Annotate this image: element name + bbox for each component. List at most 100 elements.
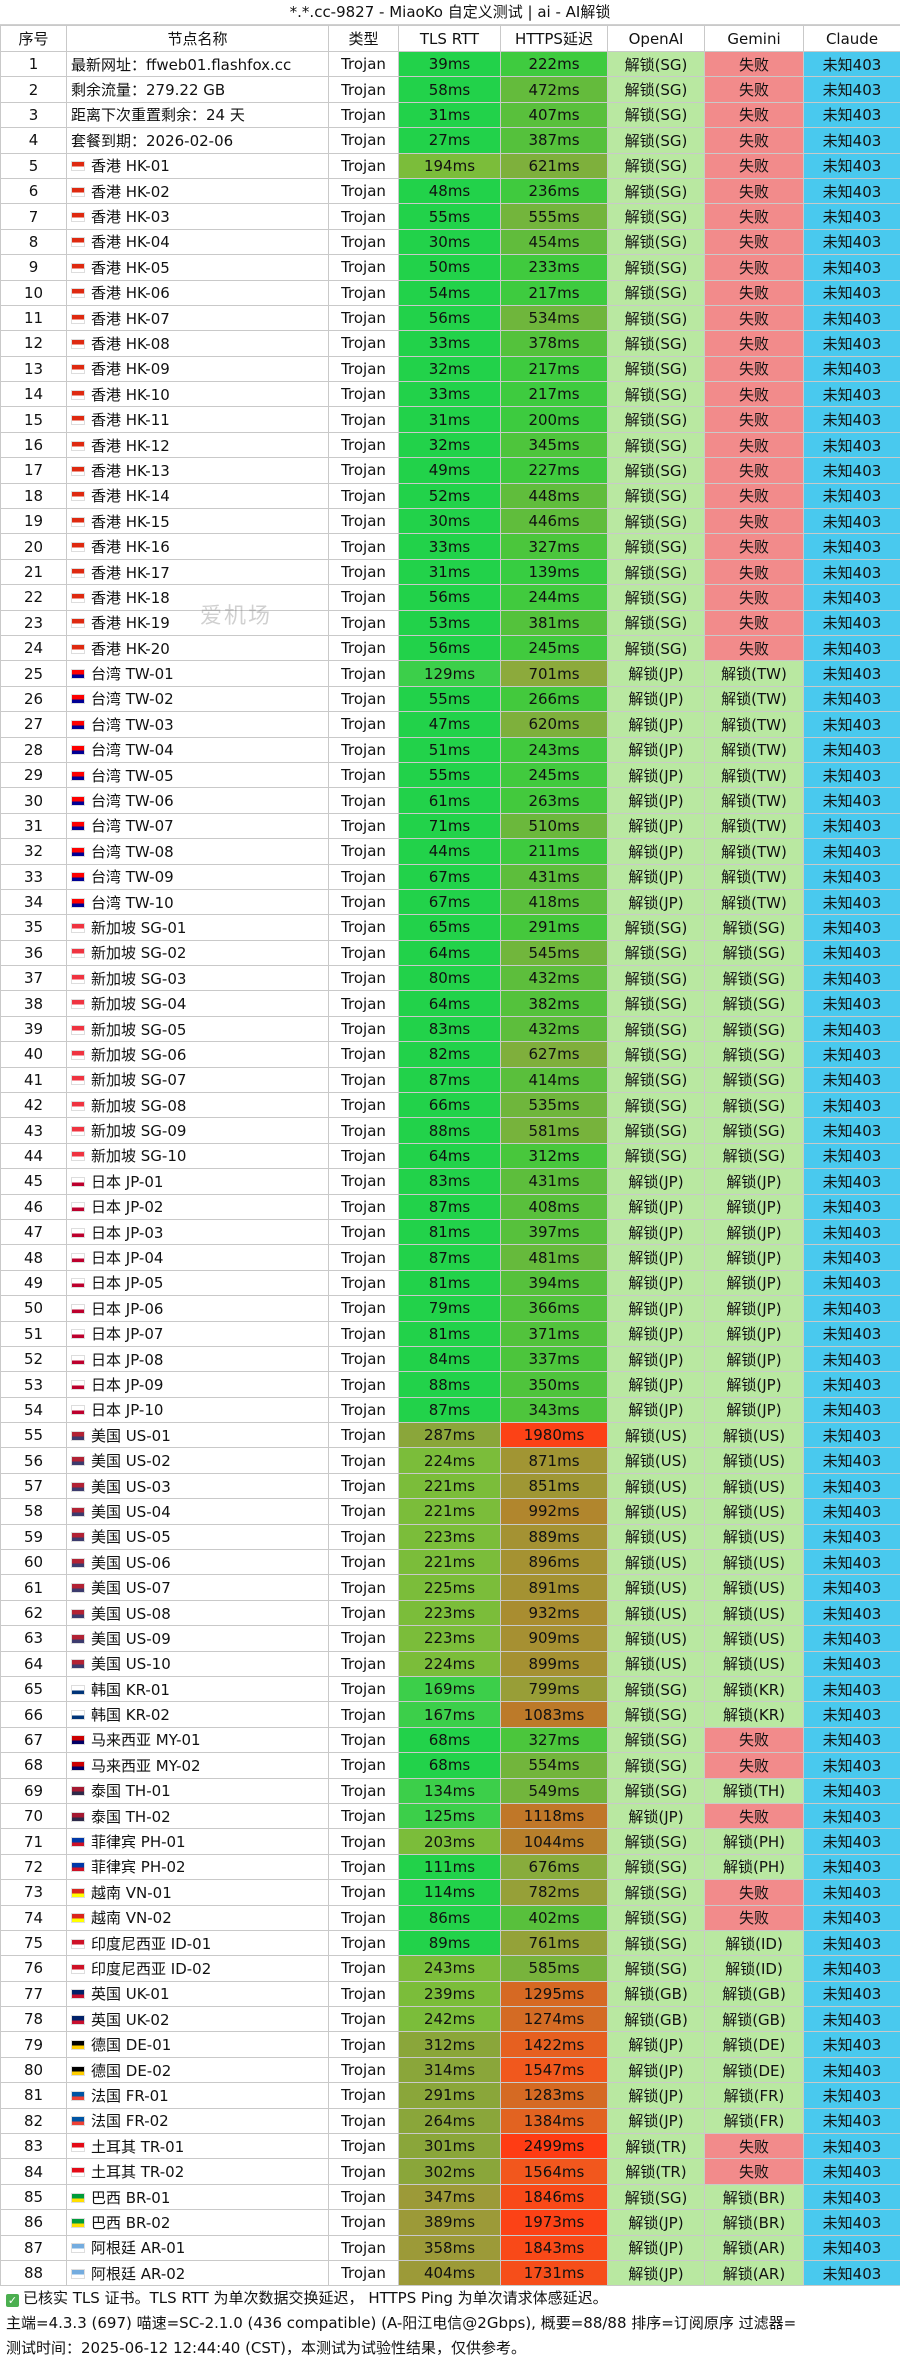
col-header-claude[interactable]: Claude — [803, 25, 900, 52]
table-row[interactable]: 4 套餐到期：2026-02-06 Trojan 27ms 387ms 解锁(SG) 失败未… — [0, 127, 900, 154]
table-row[interactable]: 80 德国 DE-02 Trojan 314ms 1547ms 解锁(JP) 解锁(DE) 未… — [0, 2056, 900, 2084]
table-row[interactable]: 56 美国 US-02 Trojan 224ms 871ms 解锁(US) 解锁(US) 未知… — [0, 1447, 900, 1474]
table-row[interactable]: 23 香港 HK-19 Trojan 53ms 381ms 解锁(SG) 失败 未知403 — [0, 609, 900, 636]
table-row[interactable]: 14 香港 HK-10 Trojan 33ms 217ms 解锁(SG) 失败 未知403 — [0, 381, 900, 408]
table-row[interactable]: 20 香港 HK-16 Trojan 33ms 327ms 解锁(SG) 失败 未知403 — [0, 533, 900, 560]
table-row[interactable]: 30 台湾 TW-06 Trojan 61ms 263ms 解锁(JP) 解锁(TW) 未知4… — [0, 787, 900, 814]
table-row[interactable]: 65 韩国 KR-01 Trojan 169ms 799ms 解锁(SG) 解锁(KR) 未知… — [0, 1675, 900, 1703]
table-row[interactable]: 37 新加坡 SG-03 Trojan 80ms 432ms 解锁(SG) 解锁(SG) 未知… — [0, 965, 900, 992]
table-row[interactable]: 73 越南 VN-01 Trojan 114ms 782ms 解锁(SG) 失败 未知403 — [0, 1879, 900, 1906]
table-row[interactable]: 49 日本 JP-05 Trojan 81ms 394ms 解锁(JP) 解锁(JP) 未知4… — [0, 1269, 900, 1297]
table-row[interactable]: 52 日本 JP-08 Trojan 84ms 337ms 解锁(JP) 解锁(JP) 未知4… — [0, 1345, 900, 1373]
col-header-tls-rtt[interactable]: TLS RTT — [398, 25, 501, 52]
table-row[interactable]: 6 香港 HK-02 Trojan 48ms 236ms 解锁(SG) 失败 未知403 — [0, 177, 900, 205]
table-row[interactable]: 74 越南 VN-02 Trojan 86ms 402ms 解锁(SG) 失败 未知403 — [0, 1904, 900, 1931]
table-row[interactable]: 47 日本 JP-03 Trojan 81ms 397ms 解锁(JP) 解锁(JP) 未知4… — [0, 1218, 900, 1246]
table-row[interactable]: 53 日本 JP-09 Trojan 88ms 350ms 解锁(JP) 解锁(JP) 未知4… — [0, 1371, 900, 1398]
table-row[interactable]: 46 日本 JP-02 Trojan 87ms 408ms 解锁(JP) 解锁(JP) 未知4… — [0, 1193, 900, 1220]
table-row[interactable]: 36 新加坡 SG-02 Trojan 64ms 545ms 解锁(SG) 解锁(SG) 未知… — [0, 939, 900, 967]
table-row[interactable]: 19 香港 HK-15 Trojan 30ms 446ms 解锁(SG) 失败 未知403 — [0, 508, 900, 535]
table-row[interactable]: 32 台湾 TW-08 Trojan 44ms 211ms 解锁(JP) 解锁(TW) 未知4… — [0, 838, 900, 865]
table-row[interactable]: 69 泰国 TH-01 Trojan 134ms 549ms 解锁(SG) 解锁(TH) 未知… — [0, 1777, 900, 1804]
table-row[interactable]: 18 香港 HK-14 Trojan 52ms 448ms 解锁(SG) 失败 未知403 — [0, 482, 900, 510]
cell-openai: 解锁(JP) — [607, 660, 705, 687]
table-row[interactable]: 17 香港 HK-13 Trojan 49ms 227ms 解锁(SG) 失败 未知403 — [0, 457, 900, 484]
table-row[interactable]: 12 香港 HK-08 Trojan 33ms 378ms 解锁(SG) 失败 未知403 — [0, 330, 900, 357]
table-row[interactable]: 55 美国 US-01 Trojan 287ms 1980ms 解锁(US) 解锁(US) 未… — [0, 1422, 900, 1449]
table-row[interactable]: 64 美国 US-10 Trojan 224ms 899ms 解锁(US) 解锁(US) 未知… — [0, 1650, 900, 1678]
table-row[interactable]: 3 距离下次重置剩余：24 天 Trojan 31ms 407ms 解锁(SG) 失败 未知4… — [0, 101, 900, 129]
table-row[interactable]: 35 新加坡 SG-01 Trojan 65ms 291ms 解锁(SG) 解锁(SG) 未知… — [0, 914, 900, 941]
table-row[interactable]: 62 美国 US-08 Trojan 223ms 932ms 解锁(US) 解锁(US) 未知… — [0, 1599, 900, 1627]
table-row[interactable]: 21 香港 HK-17 Trojan 31ms 139ms 解锁(SG) 失败 未知403 — [0, 558, 900, 586]
table-row[interactable]: 67 马来西亚 MY-01 Trojan 68ms 327ms 解锁(SG) 失败 未知403 — [0, 1726, 900, 1754]
table-row[interactable]: 22 香港 HK-18 Trojan 56ms 244ms 解锁(SG) 失败 未知403 — [0, 584, 900, 611]
table-row[interactable]: 71 菲律宾 PH-01 Trojan 203ms 1044ms 解锁(SG) 解锁(PH)… — [0, 1828, 900, 1855]
table-row[interactable]: 54 日本 JP-10 Trojan 87ms 343ms 解锁(JP) 解锁(JP) 未知4… — [0, 1396, 900, 1424]
table-row[interactable]: 82 法国 FR-02 Trojan 264ms 1384ms 解锁(JP) 解锁(FR) 未… — [0, 2107, 900, 2135]
table-row[interactable]: 13 香港 HK-09 Trojan 32ms 217ms 解锁(SG) 失败 未知403 — [0, 355, 900, 383]
table-row[interactable]: 26 台湾 TW-02 Trojan 55ms 266ms 解锁(JP) 解锁(TW) 未知4… — [0, 685, 900, 713]
table-row[interactable]: 60 美国 US-06 Trojan 221ms 896ms 解锁(US) 解锁(US) 未知… — [0, 1549, 900, 1576]
col-header-type[interactable]: 类型 — [328, 25, 399, 52]
table-row[interactable]: 87 阿根廷 AR-01 Trojan 358ms 1843ms 解锁(JP) 解锁(AR)… — [0, 2234, 900, 2261]
table-row[interactable]: 76 印度尼西亚 ID-02 Trojan 243ms 585ms 解锁(SG) 解锁(ID… — [0, 1955, 900, 1982]
table-row[interactable]: 57 美国 US-03 Trojan 221ms 851ms 解锁(US) 解锁(US) 未知… — [0, 1472, 900, 1500]
table-row[interactable]: 1 最新网址：ffweb01.flashfox.cc Trojan 39ms 222ms… — [0, 50, 900, 78]
table-row[interactable]: 31 台湾 TW-07 Trojan 71ms 510ms 解锁(JP) 解锁(TW) 未知4… — [0, 812, 900, 840]
table-row[interactable]: 50 日本 JP-06 Trojan 79ms 366ms 解锁(JP) 解锁(JP) 未知4… — [0, 1295, 900, 1322]
col-header-gemini[interactable]: Gemini — [704, 25, 804, 52]
cell-tls-rtt: 114ms — [398, 1879, 501, 1906]
table-row[interactable]: 66 韩国 KR-02 Trojan 167ms 1083ms 解锁(SG) 解锁(KR) 未… — [0, 1701, 900, 1728]
table-row[interactable]: 40 新加坡 SG-06 Trojan 82ms 627ms 解锁(SG) 解锁(SG) 未知… — [0, 1041, 900, 1068]
col-header-no[interactable]: 序号 — [0, 25, 67, 52]
cell-gemini: 失败 — [704, 152, 804, 179]
table-row[interactable]: 75 印度尼西亚 ID-01 Trojan 89ms 761ms 解锁(SG) 解锁(ID)… — [0, 1929, 900, 1957]
table-row[interactable]: 2 剩余流量：279.22 GB Trojan 58ms 472ms 解锁(SG) 失败 未知… — [0, 76, 900, 103]
table-row[interactable]: 72 菲律宾 PH-02 Trojan 111ms 676ms 解锁(SG) 解锁(PH) 未… — [0, 1853, 900, 1881]
table-row[interactable]: 33 台湾 TW-09 Trojan 67ms 431ms 解锁(JP) 解锁(TW) 未知4… — [0, 863, 900, 890]
table-row[interactable]: 16 香港 HK-12 Trojan 32ms 345ms 解锁(SG) 失败 未知403 — [0, 431, 900, 459]
col-header-name[interactable]: 节点名称 — [66, 25, 329, 52]
table-row[interactable]: 68 马来西亚 MY-02 Trojan 68ms 554ms 解锁(SG) 失败 未知403 — [0, 1752, 900, 1779]
table-row[interactable]: 44 新加坡 SG-10 Trojan 64ms 312ms 解锁(SG) 解锁(SG) 未知… — [0, 1142, 900, 1170]
table-row[interactable]: 41 新加坡 SG-07 Trojan 87ms 414ms 解锁(SG) 解锁(SG) 未知… — [0, 1066, 900, 1094]
table-row[interactable]: 27 台湾 TW-03 Trojan 47ms 620ms 解锁(JP) 解锁(TW) 未知4… — [0, 711, 900, 738]
table-row[interactable]: 29 台湾 TW-05 Trojan 55ms 245ms 解锁(JP) 解锁(TW) 未知4… — [0, 761, 900, 789]
table-row[interactable]: 58 美国 US-04 Trojan 221ms 992ms 解锁(US) 解锁(US) 未知… — [0, 1498, 900, 1525]
table-row[interactable]: 83 土耳其 TR-01 Trojan 301ms 2499ms 解锁(TR) 失败 未知40… — [0, 2133, 900, 2160]
table-row[interactable]: 38 新加坡 SG-04 Trojan 64ms 382ms 解锁(SG) 解锁(SG) 未知… — [0, 990, 900, 1017]
table-row[interactable]: 5 香港 HK-01 Trojan 194ms 621ms 解锁(SG) 失败 未知403 — [0, 152, 900, 179]
table-row[interactable]: 34 台湾 TW-10 Trojan 67ms 418ms 解锁(JP) 解锁(TW) 未知4… — [0, 888, 900, 916]
table-row[interactable]: 7 香港 HK-03 Trojan 55ms 555ms 解锁(SG) 失败 未知403 — [0, 203, 900, 230]
table-row[interactable]: 77 英国 UK-01 Trojan 239ms 1295ms 解锁(GB) 解锁(GB) 未… — [0, 1980, 900, 2008]
table-row[interactable]: 63 美国 US-09 Trojan 223ms 909ms 解锁(US) 解锁(US) 未知… — [0, 1625, 900, 1652]
table-row[interactable]: 24 香港 HK-20 Trojan 56ms 245ms 解锁(SG) 失败 未知403 — [0, 634, 900, 662]
table-row[interactable]: 86 巴西 BR-02 Trojan 389ms 1973ms 解锁(JP) 解锁(BR) 未… — [0, 2209, 900, 2236]
table-row[interactable]: 48 日本 JP-04 Trojan 87ms 481ms 解锁(JP) 解锁(JP) 未知4… — [0, 1244, 900, 1271]
col-header-https-delay[interactable]: HTTPS延迟 — [500, 25, 608, 52]
table-row[interactable]: 45 日本 JP-01 Trojan 83ms 431ms 解锁(JP) 解锁(JP) 未知4… — [0, 1168, 900, 1195]
table-row[interactable]: 8 香港 HK-04 Trojan 30ms 454ms 解锁(SG) 失败 未知403 — [0, 228, 900, 256]
table-row[interactable]: 10 香港 HK-06 Trojan 54ms 217ms 解锁(SG) 失败 未知403 — [0, 279, 900, 306]
table-row[interactable]: 15 香港 HK-11 Trojan 31ms 200ms 解锁(SG) 失败 未知403 — [0, 406, 900, 433]
table-row[interactable]: 51 日本 JP-07 Trojan 81ms 371ms 解锁(JP) 解锁(JP) 未知4… — [0, 1320, 900, 1347]
table-row[interactable]: 43 新加坡 SG-09 Trojan 88ms 581ms 解锁(SG) 解锁(SG) 未知… — [0, 1117, 900, 1144]
table-row[interactable]: 28 台湾 TW-04 Trojan 51ms 243ms 解锁(JP) 解锁(TW) 未知4… — [0, 736, 900, 763]
table-row[interactable]: 79 德国 DE-01 Trojan 312ms 1422ms 解锁(JP) 解锁(DE) 未… — [0, 2031, 900, 2058]
table-row[interactable]: 25 台湾 TW-01 Trojan 129ms 701ms 解锁(JP) 解锁(TW) 未知… — [0, 660, 900, 687]
table-row[interactable]: 81 法国 FR-01 Trojan 291ms 1283ms 解锁(JP) 解锁(FR) 未… — [0, 2082, 900, 2109]
table-row[interactable]: 11 香港 HK-07 Trojan 56ms 534ms 解锁(SG) 失败 未知403 — [0, 304, 900, 332]
table-row[interactable]: 42 新加坡 SG-08 Trojan 66ms 535ms 解锁(SG) 解锁(SG) 未知… — [0, 1092, 900, 1119]
table-row[interactable]: 39 新加坡 SG-05 Trojan 83ms 432ms 解锁(SG) 解锁(SG) 未知… — [0, 1015, 900, 1043]
cell-tls-rtt: 79ms — [398, 1295, 501, 1322]
table-row[interactable]: 9 香港 HK-05 Trojan 50ms 233ms 解锁(SG) 失败 未知403 — [0, 254, 900, 281]
table-row[interactable]: 70 泰国 TH-02 Trojan 125ms 1118ms 解锁(JP) 失败 未知403 — [0, 1802, 900, 1830]
table-row[interactable]: 88 阿根廷 AR-02 Trojan 404ms 1731ms 解锁(JP) 解锁(AR)… — [0, 2259, 900, 2287]
table-row[interactable]: 84 土耳其 TR-02 Trojan 302ms 1564ms 解锁(TR) 失败 未知40… — [0, 2158, 900, 2185]
table-row[interactable]: 59 美国 US-05 Trojan 223ms 889ms 解锁(US) 解锁(US) 未知… — [0, 1523, 900, 1551]
table-row[interactable]: 61 美国 US-07 Trojan 225ms 891ms 解锁(US) 解锁(US) 未知… — [0, 1574, 900, 1601]
table-row[interactable]: 85 巴西 BR-01 Trojan 347ms 1846ms 解锁(SG) 解锁(BR) 未… — [0, 2183, 900, 2211]
col-header-openai[interactable]: OpenAI — [607, 25, 705, 52]
table-row[interactable]: 78 英国 UK-02 Trojan 242ms 1274ms 解锁(GB) 解锁(GB) 未… — [0, 2006, 900, 2033]
